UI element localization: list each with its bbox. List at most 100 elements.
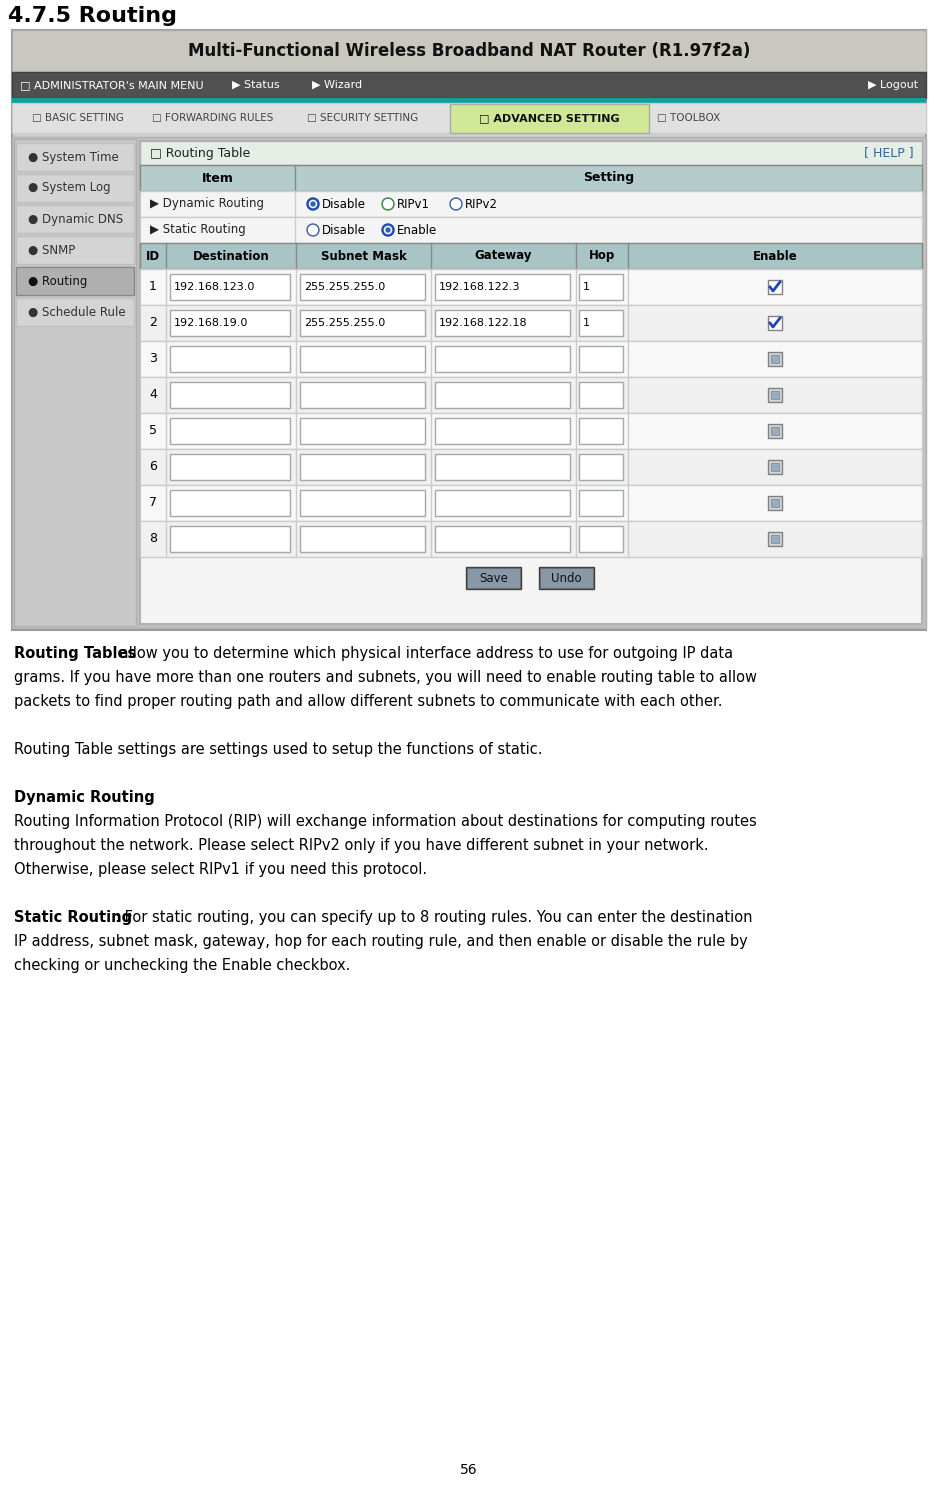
Text: ▶ Logout: ▶ Logout [868,80,918,91]
Bar [435,346,570,373]
Text: Routing Table settings are settings used to setup the functions of static.: Routing Table settings are settings used… [14,742,542,757]
Bar [300,275,425,300]
Text: 192.168.19.0: 192.168.19.0 [174,318,249,328]
Bar [435,526,570,552]
Bar [140,377,922,413]
Text: Disable: Disable [322,198,366,211]
Text: Static Routing: Static Routing [14,910,132,925]
Text: 1: 1 [583,318,590,328]
Text: RIPv2: RIPv2 [465,198,498,211]
Text: allow you to determine which physical interface address to use for outgoing IP d: allow you to determine which physical in… [114,646,733,661]
Text: : For static routing, you can specify up to 8 routing rules. You can enter the d: : For static routing, you can specify up… [114,910,752,925]
Bar [579,526,623,552]
Bar [140,304,922,342]
Text: □ SECURITY SETTING: □ SECURITY SETTING [307,113,418,123]
Bar [12,98,926,102]
Bar [466,567,521,590]
Bar [14,140,136,627]
Bar [140,448,922,486]
Bar [768,532,782,546]
Bar [16,236,134,264]
Bar [768,496,782,509]
Text: 5: 5 [149,425,157,438]
Text: 8: 8 [149,533,157,545]
Bar [16,143,134,171]
Text: ● Routing: ● Routing [28,275,87,288]
Text: ▶ Static Routing: ▶ Static Routing [150,224,246,236]
Bar [300,310,425,336]
Bar [12,102,926,134]
Bar [300,346,425,373]
Text: 4.7.5 Routing: 4.7.5 Routing [8,6,177,27]
Bar [539,567,594,590]
Text: Gateway: Gateway [475,249,532,263]
Bar [140,486,922,521]
Bar [140,141,922,624]
Bar [300,454,425,480]
Bar [435,490,570,515]
Bar [579,417,623,444]
Text: checking or unchecking the Enable checkbox.: checking or unchecking the Enable checkb… [14,958,351,973]
Text: 192.168.123.0: 192.168.123.0 [174,282,255,293]
Text: Enable: Enable [397,224,437,236]
Bar [435,382,570,408]
Text: ▶ Status: ▶ Status [232,80,280,91]
Bar [12,30,926,630]
Text: 1: 1 [583,282,590,293]
Bar [771,391,779,399]
Circle shape [311,202,315,206]
Circle shape [450,198,462,209]
Text: 192.168.122.3: 192.168.122.3 [439,282,521,293]
Circle shape [309,226,317,235]
Text: □ ADMINISTRATOR's MAIN MENU: □ ADMINISTRATOR's MAIN MENU [20,80,204,91]
Circle shape [451,199,461,208]
Bar [16,298,134,327]
Bar [140,342,922,377]
Text: 255.255.255.0: 255.255.255.0 [304,318,386,328]
Bar [579,490,623,515]
Text: ● System Log: ● System Log [28,181,111,195]
Text: [ HELP ]: [ HELP ] [865,147,914,159]
Bar [12,30,926,71]
Text: Disable: Disable [322,224,366,236]
Text: Undo: Undo [552,572,582,585]
Text: Item: Item [202,171,234,184]
Text: ● Schedule Rule: ● Schedule Rule [28,306,126,318]
Bar [435,275,570,300]
Text: throughout the network. Please select RIPv2 only if you have different subnet in: throughout the network. Please select RI… [14,838,708,852]
Text: □ BASIC SETTING: □ BASIC SETTING [32,113,124,123]
Bar [170,382,290,408]
Text: 192.168.122.18: 192.168.122.18 [439,318,527,328]
Text: Enable: Enable [752,249,797,263]
Bar [579,454,623,480]
Bar [300,382,425,408]
Bar [140,244,922,269]
Bar [170,490,290,515]
Text: RIPv1: RIPv1 [397,198,430,211]
Text: □ FORWARDING RULES: □ FORWARDING RULES [152,113,273,123]
Bar [300,526,425,552]
Text: ▶ Wizard: ▶ Wizard [312,80,362,91]
Bar [12,137,926,628]
Text: 4: 4 [149,389,157,401]
Text: Routing Tables: Routing Tables [14,646,136,661]
Text: □ ADVANCED SETTING: □ ADVANCED SETTING [479,113,620,123]
Bar [140,192,922,217]
Bar [16,267,134,296]
Text: 1: 1 [149,281,157,294]
Bar [140,165,922,192]
Bar [140,413,922,448]
Text: Hop: Hop [589,249,615,263]
Circle shape [385,227,391,233]
Bar [435,454,570,480]
Bar [16,205,134,233]
Text: 7: 7 [149,496,157,509]
Bar [768,388,782,402]
Bar [771,355,779,362]
Bar [300,490,425,515]
Text: 3: 3 [149,352,157,365]
Text: ● Dynamic DNS: ● Dynamic DNS [28,212,123,226]
Text: 2: 2 [149,316,157,330]
Text: Setting: Setting [582,171,634,184]
Bar [768,281,782,294]
